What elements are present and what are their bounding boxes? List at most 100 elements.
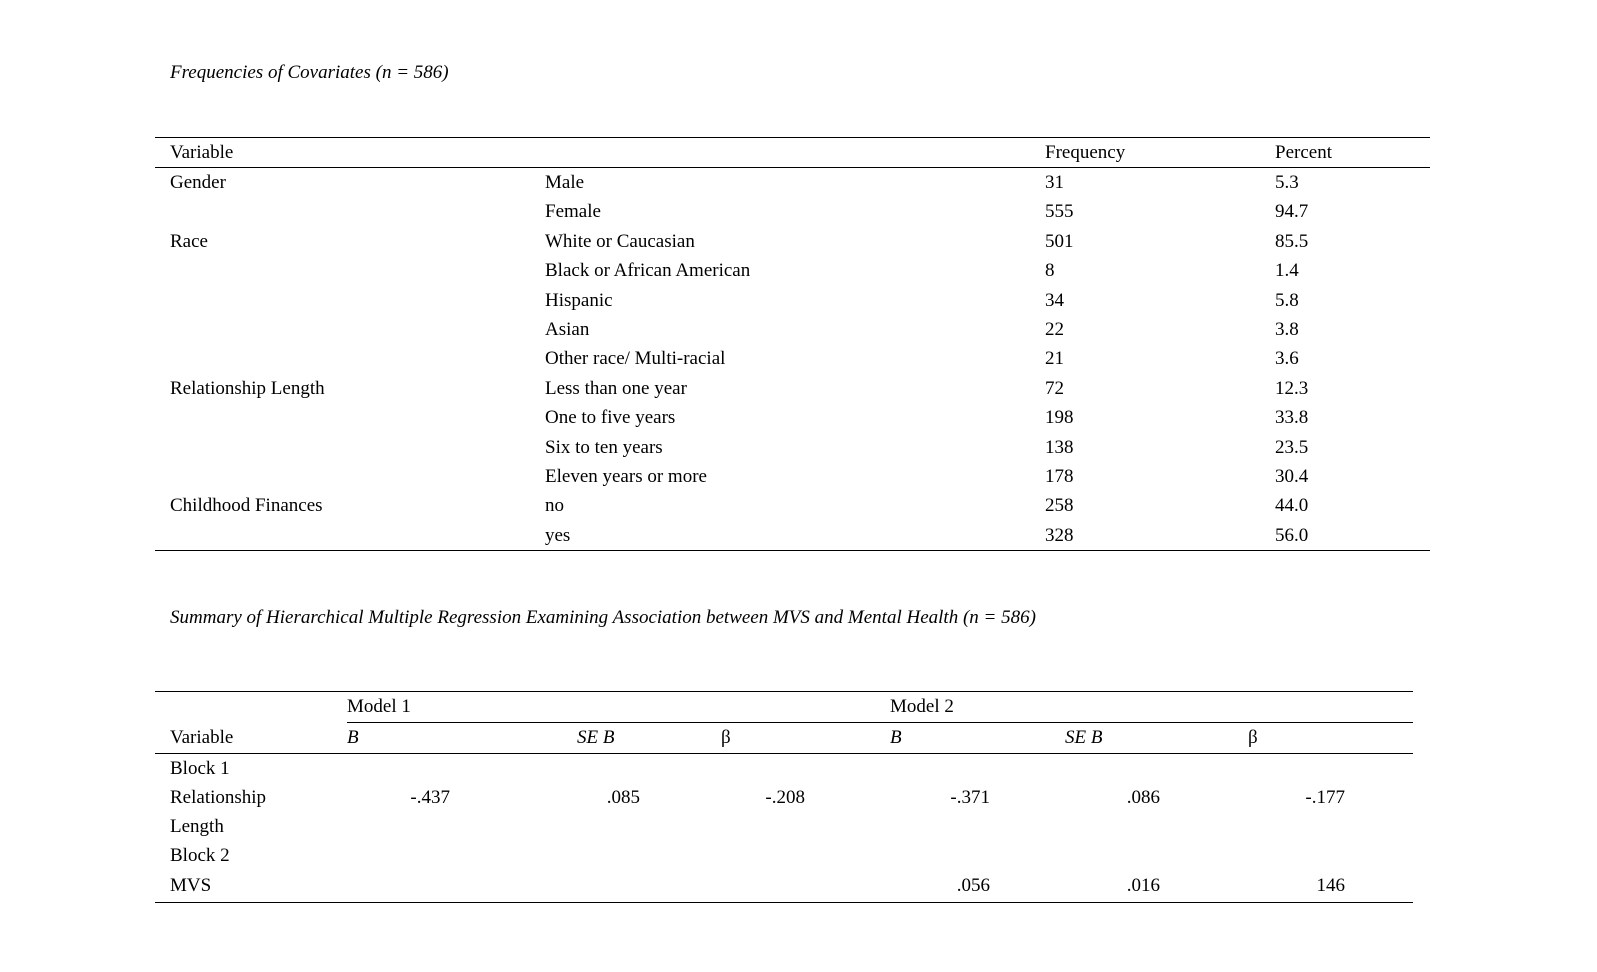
table-row: One to five years 198 33.8	[155, 403, 1430, 432]
table-row: MVS .056 .016 146	[155, 870, 1413, 902]
table-row: Black or African American 8 1.4	[155, 256, 1430, 285]
cell-category: One to five years	[545, 407, 676, 429]
table-row: Race White or Caucasian 501 85.5	[155, 227, 1430, 256]
cell-variable: Race	[170, 230, 208, 252]
cell-category: Male	[545, 172, 585, 193]
regression-header-row: Variable B SE B β B SE B β	[155, 722, 1413, 754]
table2-title: Summary of Hierarchical Multiple Regress…	[170, 607, 1036, 628]
table-row: Childhood Finances no 258 44.0	[155, 491, 1430, 520]
cell-percent: 3.6	[1275, 348, 1299, 370]
cell-frequency: 8	[1045, 260, 1055, 282]
model1-label: Model 1	[347, 692, 890, 723]
cell-variable: Block 1	[170, 758, 230, 779]
cell-b-model2: .056	[956, 875, 990, 896]
cell-seb-model2: .016	[1126, 875, 1160, 896]
header-variable: Variable	[170, 727, 234, 748]
cell-frequency: 501	[1045, 230, 1074, 252]
cell-category: Black or African American	[545, 260, 751, 282]
table1-title: Frequencies of Covariates (n = 586)	[170, 62, 449, 83]
cell-variable	[170, 256, 545, 285]
frequencies-table-body: Gender Male 31 5.3 Female 555 94.7 Race …	[155, 168, 1430, 550]
cell-frequency: 22	[1045, 318, 1064, 340]
header-b-model2: B	[890, 727, 902, 748]
table-row: Other race/ Multi-racial 21 3.6	[155, 344, 1430, 373]
frequencies-table-header-row: Variable Frequency Percent	[155, 138, 1430, 168]
cell-frequency: 34	[1045, 289, 1064, 311]
cell-variable	[170, 344, 545, 373]
cell-category: Female	[545, 201, 601, 223]
cell-percent: 85.5	[1275, 230, 1309, 252]
cell-category: White or Caucasian	[545, 230, 695, 252]
cell-category: Eleven years or more	[545, 465, 707, 487]
cell-variable: Block 2	[170, 845, 230, 866]
header-seb-model1: SE B	[577, 727, 615, 748]
cell-variable	[170, 521, 545, 550]
table-row: Block 1	[155, 754, 1413, 783]
cell-variable	[170, 286, 545, 315]
header-seb-model2: SE B	[1065, 727, 1103, 748]
header-beta-model1: β	[721, 727, 731, 748]
cell-variable	[170, 403, 545, 432]
table-row: Female 555 94.7	[155, 197, 1430, 226]
regression-table: Model 1 Model 2 Variable B SE B β B SE B…	[155, 691, 1413, 903]
cell-percent: 1.4	[1275, 260, 1299, 282]
cell-variable: MVS	[170, 875, 212, 896]
cell-variable	[170, 433, 545, 462]
cell-percent: 5.3	[1275, 172, 1299, 193]
cell-variable	[170, 315, 545, 344]
header-beta-model2: β	[1248, 727, 1258, 748]
table-row: yes 328 56.0	[155, 521, 1430, 550]
cell-frequency: 178	[1045, 465, 1074, 487]
header-percent: Percent	[1275, 142, 1332, 163]
header-spacer	[545, 138, 1045, 168]
cell-frequency: 258	[1045, 495, 1074, 517]
header-b-model1: B	[347, 727, 359, 748]
cell-frequency: 555	[1045, 201, 1074, 223]
cell-frequency: 198	[1045, 407, 1074, 429]
cell-seb-model1: .085	[606, 787, 640, 808]
header-variable: Variable	[170, 142, 234, 163]
header-frequency: Frequency	[1045, 142, 1126, 163]
cell-percent: 3.8	[1275, 318, 1299, 340]
cell-variable: Gender	[170, 172, 226, 193]
cell-category: Asian	[545, 318, 590, 340]
cell-category: Less than one year	[545, 377, 687, 399]
cell-percent: 94.7	[1275, 201, 1309, 223]
cell-variable: Relationship Length	[170, 787, 267, 837]
cell-variable	[170, 197, 545, 226]
cell-percent: 33.8	[1275, 407, 1309, 429]
cell-frequency: 21	[1045, 348, 1064, 370]
cell-frequency: 72	[1045, 377, 1064, 399]
cell-percent: 56.0	[1275, 524, 1309, 546]
model-header-row: Model 1 Model 2	[155, 692, 1413, 723]
model-spacer	[155, 692, 347, 723]
model2-label: Model 2	[890, 692, 1413, 723]
cell-percent: 30.4	[1275, 465, 1309, 487]
table-row: Six to ten years 138 23.5	[155, 433, 1430, 462]
regression-table-body: Block 1 Relationship Length -.437 .085 -…	[155, 754, 1413, 902]
cell-beta-model2: 146	[1316, 875, 1346, 896]
cell-category: Hispanic	[545, 289, 613, 311]
cell-b-model1: -.437	[410, 787, 450, 808]
frequencies-table: Variable Frequency Percent Gender Male 3…	[155, 137, 1430, 552]
cell-b-model2: -.371	[950, 787, 990, 808]
cell-percent: 44.0	[1275, 495, 1309, 517]
table-row: Eleven years or more 178 30.4	[155, 462, 1430, 491]
table-row: Block 2	[155, 841, 1413, 870]
cell-category: no	[545, 495, 564, 517]
cell-variable: Childhood Finances	[170, 495, 323, 517]
cell-frequency: 328	[1045, 524, 1074, 546]
cell-percent: 12.3	[1275, 377, 1309, 399]
table-row: Hispanic 34 5.8	[155, 286, 1430, 315]
cell-frequency: 31	[1045, 172, 1064, 193]
cell-category: Other race/ Multi-racial	[545, 348, 726, 370]
cell-variable: Relationship Length	[170, 377, 325, 399]
cell-variable	[170, 462, 545, 491]
table-row: Gender Male 31 5.3	[155, 168, 1430, 197]
cell-category: yes	[545, 524, 571, 546]
table-row: Relationship Length -.437 .085 -.208 -.3…	[155, 783, 1413, 841]
cell-beta-model2: -.177	[1305, 787, 1345, 808]
cell-seb-model2: .086	[1126, 787, 1160, 808]
cell-category: Six to ten years	[545, 436, 663, 458]
